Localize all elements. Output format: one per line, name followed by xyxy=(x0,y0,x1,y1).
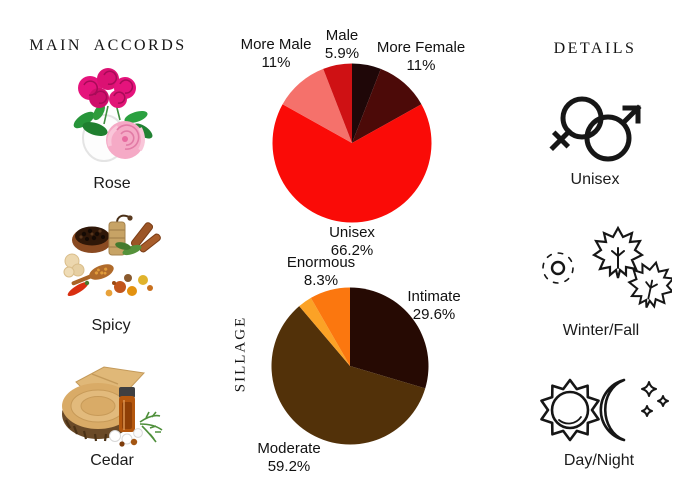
wood-slice xyxy=(62,383,134,442)
spice-piles xyxy=(105,274,153,297)
slice-pct: 8.3% xyxy=(303,272,339,289)
slice-name: Unisex xyxy=(329,224,375,241)
unisex-gender-icon xyxy=(549,96,642,162)
oil-bottle xyxy=(119,387,135,432)
male-symbol xyxy=(584,104,642,162)
slice-name: Male xyxy=(325,27,359,44)
accord-label-cedar: Cedar xyxy=(90,452,134,469)
moon-icon xyxy=(599,378,626,442)
slice-name: Enormous xyxy=(286,254,356,271)
pie-slice-enormous xyxy=(310,287,350,366)
snowflake-icon xyxy=(542,252,574,284)
pie-slice-more-male xyxy=(282,68,352,143)
main-accords-title: MAIN ACCORDS xyxy=(29,37,187,54)
peppercorn-bowl xyxy=(72,226,112,253)
slice-name: More Female xyxy=(376,39,466,56)
green-leaf-2 xyxy=(115,242,131,250)
gender-label-more-female: More Female 11% xyxy=(377,39,465,75)
slice-name: More Male xyxy=(240,36,312,53)
sun-icon xyxy=(540,378,600,442)
slice-pct: 11% xyxy=(261,54,291,71)
green-leaf xyxy=(122,244,142,256)
red-chili xyxy=(67,280,90,297)
pie-slice-more-female xyxy=(352,68,422,143)
dark-pink-roses xyxy=(78,68,136,108)
snowflake-and-maple-leaves-icon xyxy=(542,225,672,309)
slice-pct: 11% xyxy=(406,57,436,74)
detail-label-time: Day/Night xyxy=(563,452,635,469)
sillage-pie-chart xyxy=(271,287,429,445)
detail-label-gender: Unisex xyxy=(570,171,620,188)
sillage-label-enormous: Enormous 8.3% xyxy=(287,254,355,290)
wooden-scoop xyxy=(71,264,114,286)
sun-and-moon-icon xyxy=(540,378,669,442)
pie-slice-unisex xyxy=(272,104,432,223)
ginger-roots xyxy=(63,253,85,278)
slice-name: Intimate xyxy=(407,288,461,305)
cinnamon-sticks xyxy=(130,222,161,253)
green-sprig xyxy=(139,411,163,443)
sparkle-stars xyxy=(641,381,669,417)
slice-pct: 5.9% xyxy=(324,45,360,62)
rose-leaves xyxy=(73,103,153,139)
gender-pie-chart xyxy=(272,63,432,223)
white-pebbles xyxy=(109,428,143,447)
sillage-label-moderate: Moderate 59.2% xyxy=(257,440,320,476)
pie-slice-intimate xyxy=(350,287,429,389)
accord-label-spicy: Spicy xyxy=(91,317,131,334)
spices-assortment-photo xyxy=(63,214,161,297)
gender-label-male: Male 5.9% xyxy=(325,27,359,63)
pie-slice-unlabeled xyxy=(299,297,350,366)
pie-slice-moderate xyxy=(271,306,426,445)
slice-pct: 59.2% xyxy=(267,458,311,475)
gender-label-unisex: Unisex 66.2% xyxy=(329,224,375,260)
detail-label-season: Winter/Fall xyxy=(562,322,640,339)
slice-pct: 66.2% xyxy=(330,242,374,259)
sillage-label-intimate: Intimate 29.6% xyxy=(407,288,460,324)
sillage-axis-label: SILLAGE xyxy=(232,315,249,393)
maple-leaf-icon-2 xyxy=(627,260,672,309)
cedar-wood-oil-photo xyxy=(62,366,163,447)
pie-slice-unlabeled xyxy=(352,63,381,143)
slice-pct: 29.6% xyxy=(412,306,456,323)
light-pink-rose xyxy=(106,121,145,159)
pie-slice-male xyxy=(323,63,352,143)
gender-label-more-male: More Male 11% xyxy=(241,36,312,72)
accord-label-rose: Rose xyxy=(93,175,131,192)
maple-leaf-icon xyxy=(591,225,645,279)
details-title: DETAILS xyxy=(553,40,637,57)
rose-bouquet-photo xyxy=(73,68,153,162)
slice-name: Moderate xyxy=(257,440,321,457)
